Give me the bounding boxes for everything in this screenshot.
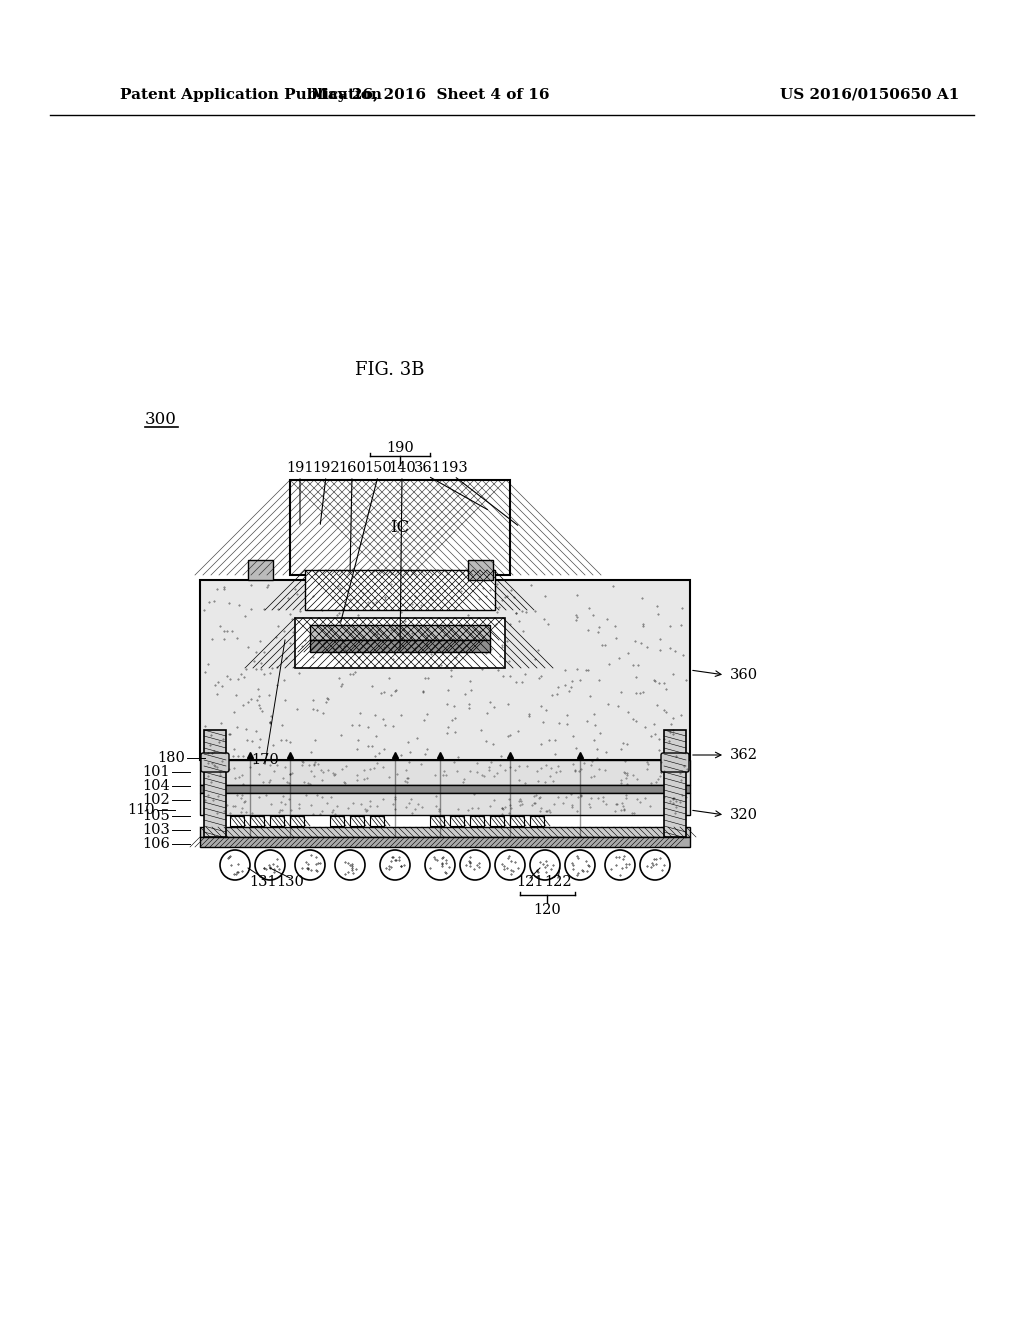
FancyBboxPatch shape bbox=[470, 816, 484, 826]
FancyBboxPatch shape bbox=[310, 640, 490, 652]
FancyBboxPatch shape bbox=[230, 816, 244, 826]
Text: 300: 300 bbox=[145, 412, 177, 429]
Text: 102: 102 bbox=[142, 793, 170, 807]
FancyBboxPatch shape bbox=[430, 816, 444, 826]
FancyBboxPatch shape bbox=[510, 816, 524, 826]
Text: 106: 106 bbox=[142, 837, 170, 851]
Text: 362: 362 bbox=[730, 748, 758, 762]
Text: 150: 150 bbox=[365, 461, 392, 475]
Text: 170: 170 bbox=[251, 752, 279, 767]
Text: 121: 121 bbox=[516, 875, 544, 888]
FancyBboxPatch shape bbox=[468, 560, 493, 579]
Text: 160: 160 bbox=[338, 461, 366, 475]
FancyBboxPatch shape bbox=[295, 618, 505, 668]
FancyBboxPatch shape bbox=[310, 624, 490, 640]
FancyBboxPatch shape bbox=[530, 816, 544, 826]
FancyBboxPatch shape bbox=[200, 837, 690, 847]
FancyBboxPatch shape bbox=[290, 480, 510, 576]
Text: IC: IC bbox=[390, 519, 410, 536]
Circle shape bbox=[605, 850, 635, 880]
FancyBboxPatch shape bbox=[370, 816, 384, 826]
Circle shape bbox=[425, 850, 455, 880]
Text: 103: 103 bbox=[142, 822, 170, 837]
Text: 104: 104 bbox=[142, 779, 170, 793]
Circle shape bbox=[220, 850, 250, 880]
Circle shape bbox=[530, 850, 560, 880]
FancyBboxPatch shape bbox=[204, 730, 226, 837]
FancyBboxPatch shape bbox=[664, 730, 686, 837]
Text: 193: 193 bbox=[440, 461, 468, 475]
Text: May 26, 2016  Sheet 4 of 16: May 26, 2016 Sheet 4 of 16 bbox=[310, 88, 549, 102]
Text: 320: 320 bbox=[730, 808, 758, 822]
FancyBboxPatch shape bbox=[200, 793, 690, 814]
Text: 120: 120 bbox=[534, 903, 561, 917]
Text: Patent Application Publication: Patent Application Publication bbox=[120, 88, 382, 102]
Circle shape bbox=[335, 850, 365, 880]
Text: 180: 180 bbox=[157, 751, 185, 766]
FancyBboxPatch shape bbox=[248, 560, 273, 579]
FancyBboxPatch shape bbox=[250, 816, 264, 826]
FancyBboxPatch shape bbox=[450, 816, 464, 826]
FancyBboxPatch shape bbox=[305, 570, 495, 610]
FancyBboxPatch shape bbox=[290, 816, 304, 826]
FancyBboxPatch shape bbox=[330, 816, 344, 826]
FancyBboxPatch shape bbox=[662, 752, 689, 772]
Circle shape bbox=[460, 850, 490, 880]
Circle shape bbox=[295, 850, 325, 880]
FancyBboxPatch shape bbox=[200, 785, 690, 793]
FancyBboxPatch shape bbox=[200, 828, 690, 837]
FancyBboxPatch shape bbox=[490, 816, 504, 826]
Text: 360: 360 bbox=[730, 668, 758, 682]
Text: 140: 140 bbox=[388, 461, 416, 475]
Text: 191: 191 bbox=[287, 461, 313, 475]
Text: US 2016/0150650 A1: US 2016/0150650 A1 bbox=[780, 88, 959, 102]
Text: 122: 122 bbox=[544, 875, 571, 888]
Circle shape bbox=[640, 850, 670, 880]
Text: 110: 110 bbox=[127, 803, 155, 817]
FancyBboxPatch shape bbox=[270, 816, 284, 826]
FancyBboxPatch shape bbox=[350, 816, 364, 826]
Text: FIG. 3B: FIG. 3B bbox=[355, 360, 425, 379]
Text: 190: 190 bbox=[386, 441, 414, 455]
FancyBboxPatch shape bbox=[201, 752, 229, 772]
Text: 192: 192 bbox=[312, 461, 340, 475]
FancyBboxPatch shape bbox=[200, 579, 690, 760]
Circle shape bbox=[255, 850, 285, 880]
Text: 361: 361 bbox=[414, 461, 442, 475]
Text: 105: 105 bbox=[142, 809, 170, 822]
Circle shape bbox=[495, 850, 525, 880]
Text: 131: 131 bbox=[249, 875, 276, 888]
FancyBboxPatch shape bbox=[200, 760, 690, 785]
Circle shape bbox=[565, 850, 595, 880]
Text: 130: 130 bbox=[276, 875, 304, 888]
Text: 101: 101 bbox=[142, 766, 170, 779]
Circle shape bbox=[380, 850, 410, 880]
